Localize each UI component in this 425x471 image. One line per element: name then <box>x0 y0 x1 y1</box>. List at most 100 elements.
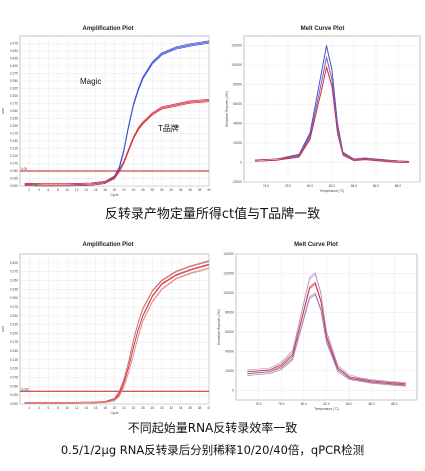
y-tick-label: 0 <box>240 161 242 165</box>
x-tick-label: 18 <box>103 406 107 410</box>
x-tick-label: 12 <box>75 406 79 410</box>
x-tick-label: 20 <box>113 188 117 192</box>
y-axis-label: Derivative Reporter (-Rn') <box>225 91 229 127</box>
y-tick-label: 0.025 <box>10 393 18 397</box>
y-tick-label: 0.150 <box>10 139 18 143</box>
y-tick-label: 100000 <box>223 291 234 295</box>
x-tick-label: 18 <box>103 188 107 192</box>
y-tick-label: 0.250 <box>10 109 18 113</box>
x-tick-label: 28 <box>151 188 155 192</box>
x-tick-label: 4 <box>38 188 40 192</box>
chart-title: Amplification Plot <box>82 242 134 248</box>
y-tick-label: 0.075 <box>10 162 18 166</box>
x-tick-label: 36 <box>188 406 192 410</box>
chart-title: Melt Curve Plot <box>294 242 338 248</box>
y-tick-label: 0.475 <box>10 42 18 46</box>
caption-bottom-line1: 不同起始量RNA反转录效率一致 <box>127 421 298 435</box>
x-tick-label: 10 <box>65 406 69 410</box>
y-tick-label: 0 <box>232 388 234 392</box>
y-axis-label: Derivative Reporter (-Rn') <box>217 309 221 345</box>
x-axis-label: Temperature (°C) <box>320 189 344 193</box>
y-tick-label: -20000 <box>232 180 242 184</box>
y-tick-label: 0.375 <box>10 270 18 274</box>
y-tick-label: 20000 <box>233 141 242 145</box>
caption-bottom-line2: 0.5/1/2μg RNA反转录后分别稀释10/20/40倍，qPCR检测 <box>60 443 365 457</box>
y-tick-label: 0.200 <box>10 124 18 128</box>
annotation-tbrand: T品牌 <box>158 124 179 133</box>
y-tick-label: 0.275 <box>10 305 18 309</box>
x-tick-label: 14 <box>84 188 88 192</box>
x-tick-label: 22 <box>122 406 126 410</box>
y-tick-label: 0.325 <box>10 287 18 291</box>
melt-curve-chart-top: -20000 0 20000 40000 60000 80000 100000 120000 7… <box>225 35 421 193</box>
x-tick-label: 86.0 <box>373 184 379 188</box>
y-tick-label: 0.400 <box>10 261 18 265</box>
y-tick-label: 0.250 <box>10 314 18 318</box>
melt-curve-plot-bottom: Melt Curve Plot 0 20000 40000 60000 80000 100… <box>210 240 422 418</box>
x-tick-label: 88.0 <box>395 184 401 188</box>
x-tick-label: 40 <box>207 406 211 410</box>
series-line-3 <box>254 67 410 164</box>
x-tick-label: 86.0 <box>369 402 375 406</box>
y-tick-label: 0.425 <box>10 57 18 61</box>
series-line-2 <box>24 101 210 187</box>
amplification-plot-top: Amplification Plot 0.000 0.025 0.050 0.075 0… <box>2 24 214 200</box>
x-tick-label: 84.0 <box>351 184 357 188</box>
x-tick-label: 28 <box>151 406 155 410</box>
x-tick-label: 30 <box>160 188 164 192</box>
x-tick-label: 34 <box>179 406 183 410</box>
amplification-chart-bottom: 0.000 0.025 0.050 0.075 0.100 0.125 0.150 0.175… <box>2 253 211 415</box>
x-tick-label: 6 <box>47 406 49 410</box>
x-tick-label: 24 <box>132 188 136 192</box>
series-line-2 <box>247 283 406 386</box>
x-tick-label: 36 <box>188 188 192 192</box>
y-tick-label: 120000 <box>223 271 234 275</box>
y-tick-label: 20000 <box>225 369 234 373</box>
annotation-magic: Magic <box>80 77 102 86</box>
x-tick-label: 24 <box>132 406 136 410</box>
x-tick-label: 40 <box>207 188 211 192</box>
chart-title: Amplification Plot <box>82 26 134 32</box>
x-tick-label: 80.0 <box>301 402 307 406</box>
y-tick-label: 0.000 <box>10 184 18 188</box>
y-tick-label: 40000 <box>225 349 234 353</box>
melt-curve-chart-bottom: 0 20000 40000 60000 80000 100000 120000 140000 7… <box>217 252 418 411</box>
y-tick-label: 0.025 <box>10 177 18 181</box>
x-tick-label: 6 <box>47 188 49 192</box>
x-tick-label: 34 <box>179 188 183 192</box>
y-tick-label: 0.175 <box>10 340 18 344</box>
y-tick-label: 0.225 <box>10 323 18 327</box>
y-tick-label: 0.225 <box>10 117 18 121</box>
y-tick-label: 0.375 <box>10 72 18 76</box>
x-tick-label: 76.0 <box>256 402 262 406</box>
x-tick-label: 4 <box>38 406 40 410</box>
x-tick-label: 76.0 <box>263 184 269 188</box>
y-tick-label: 0.075 <box>10 376 18 380</box>
x-tick-label: 20 <box>113 406 117 410</box>
x-tick-label: 16 <box>94 188 98 192</box>
amplification-plot-bottom: Amplification Plot 0.000 0.025 0.050 0.075 0… <box>2 240 214 418</box>
y-tick-label: 0.200 <box>10 331 18 335</box>
x-tick-label: 2 <box>29 188 31 192</box>
x-tick-label: 82.0 <box>323 402 329 406</box>
y-tick-label: 0.400 <box>10 64 18 68</box>
y-tick-label: 0.125 <box>10 147 18 151</box>
melt-curve-plot-top: Melt Curve Plot -20000 0 20000 40000 60000 80… <box>220 24 425 200</box>
y-tick-label: 80000 <box>233 83 242 87</box>
y-tick-label: 0.325 <box>10 87 18 91</box>
y-tick-label: 0.350 <box>10 278 18 282</box>
x-tick-label: 88.0 <box>391 402 397 406</box>
series-line-3 <box>24 268 210 404</box>
y-tick-label: 0.450 <box>10 49 18 53</box>
x-tick-label: 84.0 <box>346 402 352 406</box>
threshold-label: 0.036 <box>21 387 29 391</box>
y-tick-label: 0.300 <box>10 296 18 300</box>
x-tick-label: 26 <box>141 406 145 410</box>
chart-title: Melt Curve Plot <box>300 26 345 32</box>
y-tick-label: 0.175 <box>10 132 18 136</box>
x-tick-label: 38 <box>198 406 202 410</box>
y-tick-label: 0.100 <box>10 367 18 371</box>
series-line-2 <box>24 100 210 186</box>
baseline-start-marker <box>34 183 38 187</box>
x-tick-label: 30 <box>160 406 164 410</box>
